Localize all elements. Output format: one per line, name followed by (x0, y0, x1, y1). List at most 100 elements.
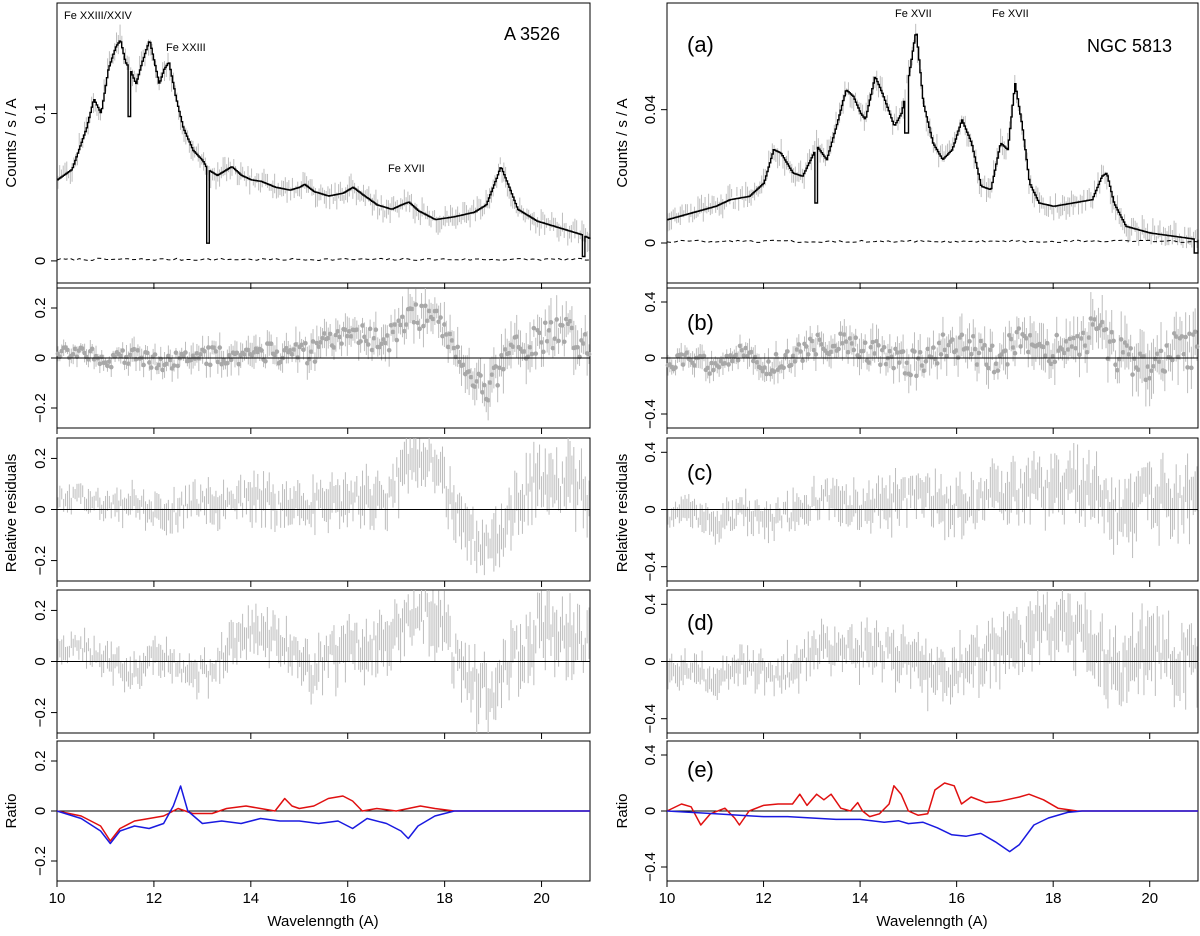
left-residual-1-point (219, 361, 224, 367)
left-residual-1-point (70, 351, 76, 357)
right-residual-1-point (737, 343, 743, 349)
left-spectrum-ylabel: Counts / s / A (3, 98, 20, 187)
right-residual-1-point (946, 342, 951, 348)
left-residual-1-point (436, 319, 441, 325)
left-residual-1-point (457, 359, 462, 365)
right-ratio-marks (666, 782, 1198, 853)
left-residual-1-point (390, 329, 396, 335)
right-residual-1-point (1113, 362, 1118, 368)
right-residual-1-point (840, 340, 845, 346)
right-residual-1-point (836, 346, 841, 352)
right-residual-1-point (1185, 365, 1190, 370)
right-residual-1-point (1073, 345, 1078, 351)
left-residual-1-point (542, 320, 548, 326)
right-residual-1-point (1179, 334, 1185, 339)
right-residual-1-point (1192, 329, 1198, 335)
right-residual-1-point (794, 347, 800, 352)
left-residual-1-point (386, 347, 392, 353)
left-residual-1-point (581, 341, 586, 346)
right-residual-1-point (716, 364, 722, 370)
left-residual-1-point (303, 340, 308, 346)
left-residual-1-point (434, 308, 440, 314)
right-ratio-ytick-label-2: −0.4 (642, 852, 659, 882)
left-residual-2-ytick-label-1: 0 (32, 505, 49, 513)
right-panel-label-b: (b) (687, 310, 714, 335)
left-residual-1-point (493, 364, 499, 369)
right-residual-1-point (1090, 322, 1096, 327)
right-residual-1-point (965, 346, 970, 351)
left-ratio-axes: 10 12 14 16 18 20 0.2 0 −0.2 (32, 740, 550, 907)
right-residual-1-point (891, 365, 896, 371)
left-residual-1-point (108, 364, 114, 370)
left-residual-1-point (173, 350, 179, 355)
right-residual-1-point (1126, 352, 1132, 357)
right-residual-1-point (868, 344, 874, 350)
left-residual-1-point (194, 351, 200, 356)
right-residual-1-point (1071, 335, 1077, 341)
right-residual-1-point (1025, 349, 1031, 355)
left-residual-1-marks (55, 288, 592, 421)
right-residual-panel-c: (c) Relative residuals (614, 437, 1199, 582)
left-residual-1-point (354, 327, 360, 332)
right-residual-1-point (969, 351, 974, 357)
right-residual-1-point (988, 347, 993, 353)
left-residual-1-point (358, 339, 363, 344)
left-residual-1-point (120, 348, 125, 353)
right-residual-1-point (1194, 344, 1200, 349)
left-residual-1-point (451, 345, 457, 351)
right-residual-1-point (1120, 350, 1126, 355)
left-residual-1-point (289, 352, 295, 357)
left-residual-1-point (183, 350, 188, 355)
left-residual-1-point (65, 347, 70, 353)
right-residual-2-axes: 0.4 0 −0.4 (642, 437, 1151, 587)
right-residual-1-point (805, 352, 811, 357)
left-residual-1-point (225, 360, 230, 366)
right-residual-1-point (923, 359, 929, 364)
left-residual-1-point (533, 351, 539, 356)
right-residual-1-point (995, 368, 1001, 373)
right-residual-1-point (1044, 340, 1050, 346)
right-residual-1-point (931, 345, 936, 350)
right-residual-2-marks (667, 442, 1198, 559)
right-residual-1-point (796, 342, 802, 347)
left-residual-1-point (167, 357, 173, 363)
right-residual-1-point (887, 348, 893, 354)
left-residual-2-ytick-label-0: 0.2 (32, 448, 49, 469)
right-residual-1-point (897, 360, 902, 365)
left-residual-1-point (466, 369, 472, 374)
left-residual-1-point (122, 360, 127, 366)
left-residual-1-point (312, 359, 318, 364)
right-residual-1-point (843, 339, 849, 344)
left-residual-1-point (348, 334, 354, 339)
left-residual-1-point (217, 345, 223, 350)
left-residual-3-ytick-label-2: −0.2 (32, 698, 49, 728)
right-residual-1-point (993, 361, 999, 367)
right-residual-1-point (739, 347, 745, 353)
right-residual-1-point (730, 358, 735, 364)
left-xtick-label-0: 10 (49, 890, 66, 907)
left-residual-3-marks (57, 590, 590, 733)
right-residual-1-point (878, 362, 883, 368)
right-residual-1-point (743, 345, 749, 351)
right-residual-3-ytick-label-1: 0 (642, 657, 659, 665)
right-xtick-label-2: 14 (852, 890, 869, 907)
left-residual-1-ytick-label-1: 0 (32, 354, 49, 362)
right-spectrum-ytick-label-0: 0 (642, 239, 659, 247)
left-residual-1-point (489, 372, 495, 377)
right-residual-1-point (1027, 333, 1033, 338)
left-residual-1-point (482, 382, 487, 388)
right-residuals-ylabel: Relative residuals (614, 454, 631, 572)
left-residual-1-point (461, 362, 466, 368)
left-residual-1-point (335, 329, 341, 334)
left-residual-1-point (438, 315, 443, 320)
left-residual-1-point (198, 351, 204, 357)
right-residual-1-ytick-label-1: 0 (642, 354, 659, 362)
right-residual-1-point (1181, 351, 1187, 357)
right-annotation-fe-xvii-1: Fe XVII (895, 8, 932, 20)
left-residual-1-point (148, 365, 154, 370)
right-panel-label-d: (d) (687, 610, 714, 635)
right-residual-1-point (1012, 350, 1018, 356)
right-residual-1-point (673, 365, 678, 370)
right-source-name: NGC 5813 (1087, 36, 1172, 56)
left-annotation-fe-xxiii: Fe XXIII (166, 42, 206, 54)
